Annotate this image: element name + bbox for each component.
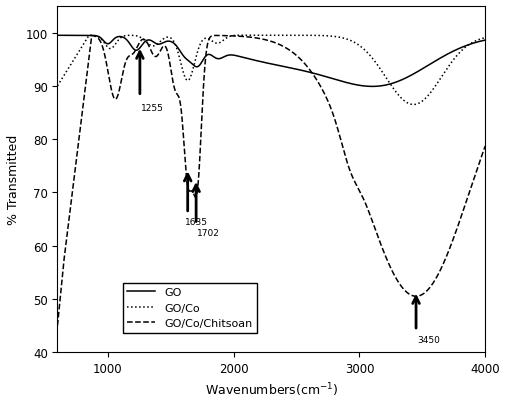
X-axis label: Wavenumbers(cm$^{-1}$): Wavenumbers(cm$^{-1}$) — [205, 381, 338, 398]
GO/Co — [238, 34, 244, 38]
GO/Co/Chitsoan — [365, 209, 371, 213]
GO/Co/Chitsoan — [448, 243, 454, 248]
GO/Co — [258, 34, 264, 38]
GO/Co — [469, 41, 476, 46]
GO/Co/Chitsoan — [88, 34, 94, 39]
GO/Co — [365, 52, 371, 57]
Text: 1255: 1255 — [141, 104, 164, 113]
GO — [238, 55, 244, 60]
GO/Co/Chitsoan — [238, 35, 244, 40]
GO/Co — [411, 103, 417, 108]
Line: GO: GO — [57, 36, 485, 87]
Text: 1702: 1702 — [197, 228, 220, 237]
GO — [469, 42, 475, 47]
GO — [54, 34, 60, 38]
Text: 1635: 1635 — [185, 218, 208, 227]
GO — [258, 60, 264, 65]
GO/Co/Chitsoan — [258, 37, 264, 42]
GO — [448, 51, 454, 55]
GO — [482, 38, 488, 43]
Legend: GO, GO/Co, GO/Co/Chitsoan: GO, GO/Co, GO/Co/Chitsoan — [123, 283, 257, 333]
Line: GO/Co: GO/Co — [57, 36, 485, 105]
GO/Co — [250, 34, 256, 38]
GO/Co — [54, 84, 60, 89]
GO — [365, 85, 371, 90]
Line: GO/Co/Chitsoan: GO/Co/Chitsoan — [57, 36, 485, 326]
GO/Co — [234, 34, 240, 38]
GO/Co/Chitsoan — [54, 323, 60, 328]
GO — [234, 54, 240, 59]
GO/Co/Chitsoan — [482, 144, 488, 149]
GO/Co/Chitsoan — [234, 34, 240, 39]
Text: 3450: 3450 — [417, 335, 440, 344]
GO/Co — [448, 61, 454, 66]
GO — [369, 85, 375, 90]
GO/Co — [482, 36, 488, 41]
GO/Co/Chitsoan — [469, 182, 475, 187]
Y-axis label: % Transmitted: % Transmitted — [7, 134, 20, 225]
